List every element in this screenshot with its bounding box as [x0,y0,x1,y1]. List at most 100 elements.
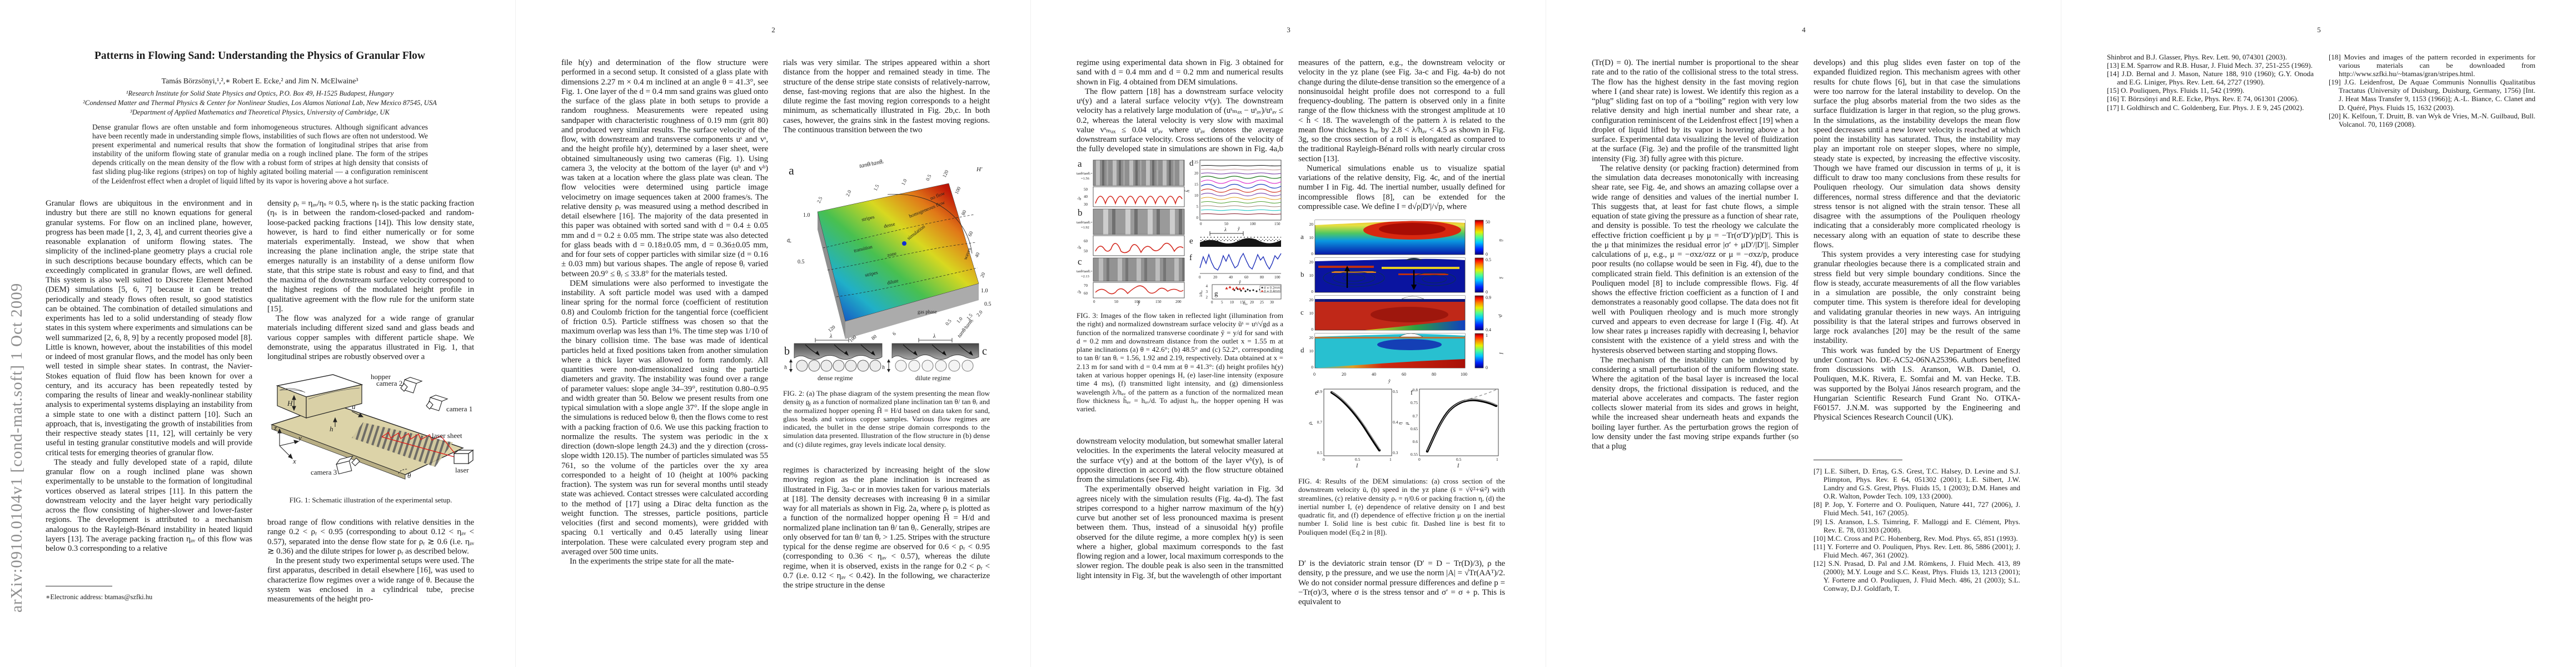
laser-sheet-label: laser sheet [432,431,462,440]
tick-label: 0.6 [1413,439,1418,444]
legend-label: d = 0.4mm [1264,290,1280,293]
tick-label: 0.3 [1393,450,1398,455]
tick-label: 1.5 [873,183,880,192]
paragraph: DEM simulations were also performed to i… [561,278,768,556]
reference-entry: [13] E.M. Sparrow and R.B. Husar, J. Flu… [2107,61,2313,70]
x-label: x [292,457,296,465]
tick-label: 20 [1213,275,1218,280]
colorbar-label: ũ [1498,239,1504,242]
axis-label: tanθ/tanθᵣ [859,158,884,170]
tick-label: 2.5 [816,196,824,204]
H-label: H [287,399,293,407]
tick-label: 10 [1194,193,1199,198]
tick-label: 10 [1309,311,1314,316]
dilute-regime-label: dilute regime [915,374,951,382]
tick-label: 150 [1155,300,1162,304]
paragraph: regimes is characterized by increasing h… [783,466,990,590]
region-label: dilute [886,278,899,286]
paragraph: (Tr(D) = 0). The inertial number is prop… [1592,58,1798,163]
tick-label: 40 [1372,372,1376,377]
reference-entry: [20] K. Kelfoun, T. Druitt, B. van Wyk d… [2329,111,2535,128]
page-4: 4 (Tr(D) = 0). The inertial number is pr… [1546,0,2061,667]
panel-d-letter: d [1189,159,1194,168]
reference-entry: [12] S.N. Prasad, D. Pal and J.M. Römken… [1813,559,2020,593]
paragraph: regime using experimental data shown in … [1077,58,1283,87]
footnote: ∗Electronic address: btamas@szfki.hu [46,593,153,601]
reference-entry: [14] J.D. Bernal and J. Mason, Nature 18… [2107,69,2314,87]
legend-label: d = 0.2mm [1264,287,1280,290]
region-label: zone [886,250,897,258]
page-number: 3 [1287,26,1291,34]
panel-c-dilute: c λ h dilute regime [882,334,987,382]
scatter-e: e 0.9 0.7 0.5 ρᵣ 0.5 0.4 0.3 η 0 [1307,389,1403,469]
colormap-b [1314,257,1466,293]
tick-label: 100 [1461,372,1467,377]
tick-label: 0 [1323,457,1325,462]
panel-x-axis: 0 20 40 60 80 100 ỹ [1313,372,1467,384]
axis-label: ỹ [1237,226,1240,231]
tick-label: 0 [1486,290,1488,295]
reference-entry: [11] Y. Forterre and O. Pouliquen, Phys.… [1813,542,2020,559]
tick-label: 120 [941,169,950,178]
reference-entry: [7] L.E. Silbert, D. Ertaş, G.S. Grest, … [1813,467,2020,501]
tick-label: 0.5 [984,301,991,307]
tick-label: 0 [1199,275,1201,280]
text-column-left-lower: downstream velocity modulation, but some… [1077,437,1283,610]
affiliation-3: ³Department of Applied Mathematics and T… [130,108,390,116]
panel-b-param: tanθ/tanθᵣ= [1077,221,1093,225]
tick-label: 70 [1084,283,1088,288]
tick-label: 0 [1197,216,1199,220]
tick-label: 120 [827,324,836,334]
page-3: 3 regime using experimental data shown i… [1030,0,1546,667]
camera-2-label: camera 2 [376,379,402,387]
figure-2-caption: FIG. 2: (a) The phase diagram of the sys… [783,389,990,449]
page-1: arXiv:0910.0104v1 [cond-mat.soft] 1 Oct … [0,0,515,667]
paragraph: broad range of flow conditions with rela… [267,518,474,556]
paragraph: rials was very similar. The stripes appe… [783,58,990,135]
paragraph: The flow pattern [18] has a downstream s… [1077,87,1283,155]
panel-f-letter: f [1411,389,1413,396]
tick-label: 0 [1211,300,1213,305]
figure-3-experiment: a tanθ/tanθᵣ= =1.56 50 40 30 ũˢ b tanθ/t… [1077,158,1282,306]
tick-label: 20 [1309,335,1314,340]
dense-regime-label: dense regime [818,374,853,382]
axis-label: H' [976,166,983,173]
tick-label: 50 [1114,300,1119,304]
region-label: gas phase [918,309,937,315]
paragraph: The relative density (or packing fractio… [1592,163,1798,355]
reference-list: [7] L.E. Silbert, D. Ertaş, G.S. Grest, … [1813,467,2020,604]
axis-label: ỹ [1238,280,1241,285]
tick-label: 1 [1496,457,1498,462]
tick-label: 0 [1200,222,1202,226]
tick-label: 0.4 [1486,327,1491,332]
arxiv-watermark: arXiv:0910.0104v1 [cond-mat.soft] 1 Oct … [8,282,26,613]
panel-c-letter: c [1301,308,1304,316]
panel-c-param: tanθ/tanθᵣ= [1077,270,1093,273]
paragraph: The flow was analyzed for a wide range o… [267,314,474,361]
scatter-04mm [1225,286,1245,290]
tick-label: 200 [1175,300,1182,304]
axis-label: ỹ [1388,379,1391,384]
paragraph: Numerical simulations enable us to visua… [1298,163,1505,211]
colorbar-label: I [1498,352,1504,355]
velocity-curve [1095,285,1184,295]
height-profiles-d: 25 20 15 10 5 0 h̃ [1185,160,1282,231]
text-column-left: file h(y) and determination of the flow … [561,58,768,605]
tick-label: 0.9 [1486,295,1491,300]
tick-label: 0.9 [1317,389,1323,394]
text-column-right-lower: broad range of flow conditions with rela… [267,518,474,607]
laser-box [453,449,474,465]
axis-label: λ/hₐᵥ [1199,290,1203,297]
page-number: 4 [1802,26,1806,34]
paragraph: density ρᵣ = ηₐᵥ/ηₛ ≈ 0.5, where ηₛ is t… [267,199,474,313]
tick-label: 0.4 [1393,420,1398,425]
paragraph: This system provides a very interesting … [1813,250,2020,346]
axis-label: ρᵣ [1307,421,1313,425]
text-column-left: Granular flows are ubiquitous in the env… [46,199,252,583]
tick-label: 150 [1274,222,1280,226]
velocity-plot-b: 60 50 ũˢ [1077,235,1185,256]
tick-label: 50 [1224,222,1229,226]
acknowledgments: This work was funded by the US Departmen… [1813,346,2020,422]
